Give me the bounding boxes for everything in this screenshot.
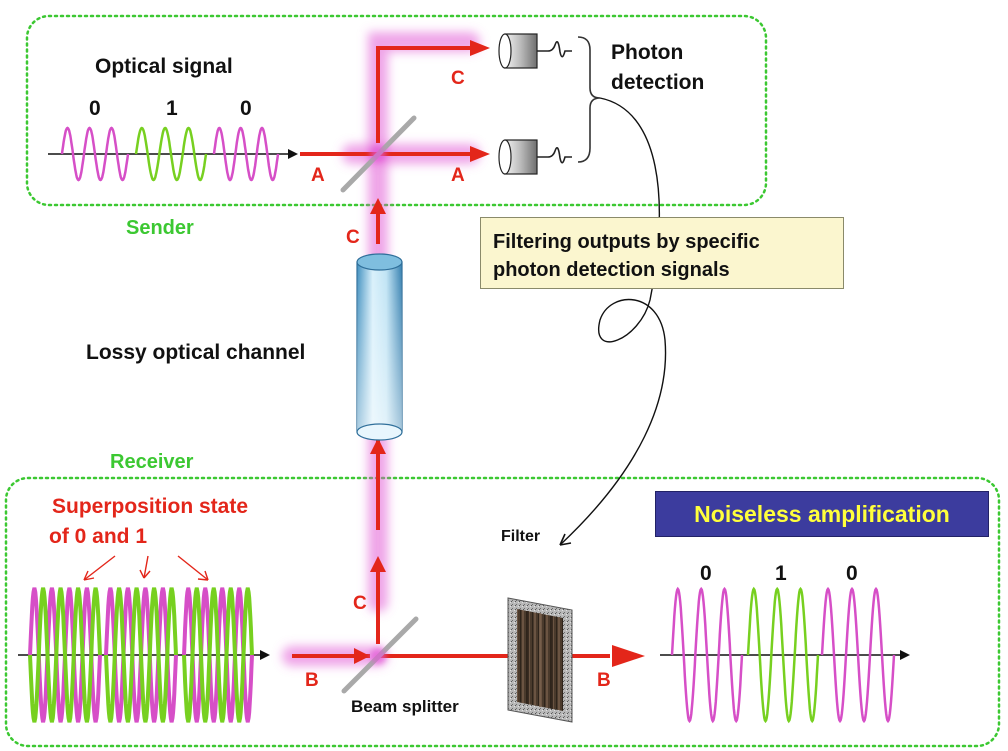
sender-bit-2: 0 xyxy=(240,97,252,120)
sender-beam-a-out-label: A xyxy=(451,165,465,186)
lossy-channel-tube xyxy=(356,253,403,441)
detection-brace xyxy=(577,36,601,163)
waveforms xyxy=(28,126,896,724)
splitter-glow-bottom xyxy=(370,648,386,664)
superposition-one-wave-0 xyxy=(28,587,102,723)
sender-wave-bit-1 xyxy=(134,126,208,182)
filtering-note-line2: photon detection signals xyxy=(493,259,730,281)
receiver-beam-b-out-label: B xyxy=(597,670,611,691)
sender-wave-bit-0 xyxy=(60,126,130,182)
superposition-line2: of 0 and 1 xyxy=(49,525,148,548)
optical-signal-title: Optical signal xyxy=(95,55,233,78)
superposition-one-wave-2 xyxy=(182,587,254,723)
beam-c-upper xyxy=(376,46,470,143)
sender-frame xyxy=(25,14,768,207)
receiver-frame xyxy=(4,476,1001,748)
detector-lower-icon xyxy=(498,139,572,175)
superposition-pointers xyxy=(83,555,209,581)
noiseless-amplification-text: Noiseless amplification xyxy=(694,500,950,527)
lossy-channel-label: Lossy optical channel xyxy=(86,341,306,364)
splitter-glow-top xyxy=(370,146,386,162)
sender-beam-a-in-label: A xyxy=(311,165,325,186)
output-bit-2: 0 xyxy=(846,562,858,585)
beam-arrowheads xyxy=(354,40,645,667)
detector-upper-icon xyxy=(498,33,572,69)
receiver-beam-c-label: C xyxy=(353,593,367,614)
output-bit-0: 0 xyxy=(700,562,712,585)
superposition-one-wave-1 xyxy=(104,587,178,723)
sender-wave-bit-2 xyxy=(212,126,280,182)
photon-detection-line1: Photon xyxy=(611,41,684,64)
beam-splitter-label: Beam splitter xyxy=(351,697,459,716)
channel-beam-c-label: C xyxy=(346,227,360,248)
noiseless-amplification-badge: Noiseless amplification xyxy=(655,491,989,537)
sender-beam-c-label: C xyxy=(451,68,465,89)
feedback-cable-arrowhead xyxy=(559,533,572,546)
sender-group-label: Sender xyxy=(126,217,194,239)
beam-paths xyxy=(292,46,610,658)
sender-bit-0: 0 xyxy=(89,97,101,120)
output-bit-1: 1 xyxy=(775,562,787,585)
receiver-beam-b-in-label: B xyxy=(305,670,319,691)
photon-detection-line2: detection xyxy=(611,71,705,94)
receiver-group-label: Receiver xyxy=(110,451,194,473)
filtering-note: Filtering outputs by specific photon det… xyxy=(480,217,844,289)
superposition-line1: Superposition state xyxy=(52,495,249,518)
output-wave-bit-2 xyxy=(820,586,896,724)
output-wave-bit-1 xyxy=(746,586,820,724)
filter-icon xyxy=(507,597,573,723)
feedback-cable xyxy=(559,97,667,546)
sender-bit-1: 1 xyxy=(166,97,178,120)
output-wave-bit-0 xyxy=(670,586,744,724)
filtering-note-line1: Filtering outputs by specific xyxy=(493,231,760,253)
filter-label: Filter xyxy=(501,528,541,545)
